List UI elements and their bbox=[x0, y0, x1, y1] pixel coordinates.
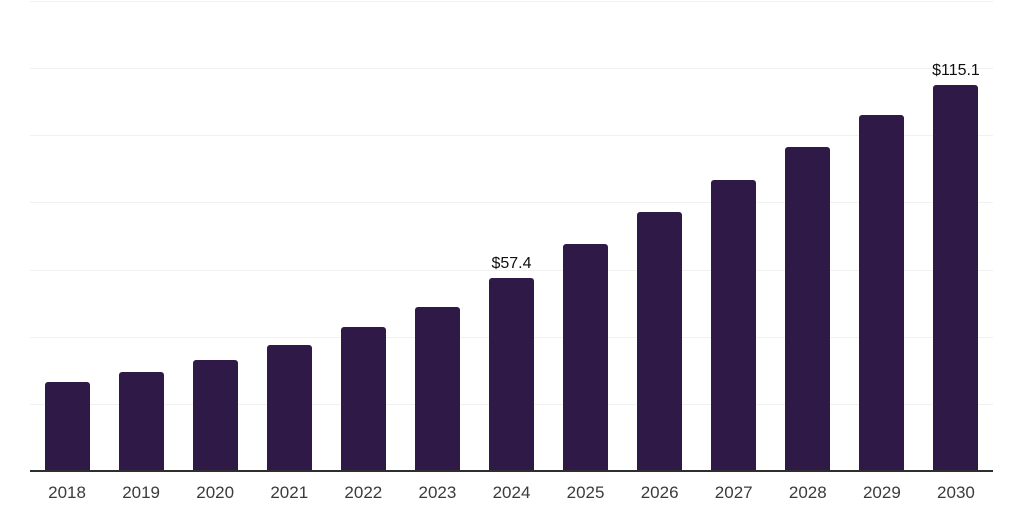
x-tick-label-2027: 2027 bbox=[714, 483, 753, 502]
x-tick-label-2020: 2020 bbox=[196, 483, 235, 502]
plot-area: $57.4 $115.1 bbox=[30, 0, 993, 472]
bar-2030 bbox=[933, 84, 979, 471]
bar-2018 bbox=[44, 382, 90, 471]
bar-2028 bbox=[785, 146, 831, 471]
x-tick-label-2021: 2021 bbox=[270, 483, 309, 502]
gridline bbox=[30, 1, 993, 2]
gridline bbox=[30, 202, 993, 204]
bar-2027 bbox=[711, 179, 757, 471]
gridline bbox=[30, 269, 993, 271]
data-label-2024: $57.4 bbox=[491, 255, 532, 273]
bar-2021 bbox=[266, 345, 312, 471]
bar-2020 bbox=[192, 360, 238, 471]
x-axis-labels: 2018 2019 2020 2021 2022 2023 2024 2025 2026 2027… bbox=[30, 472, 993, 512]
x-tick-label-2028: 2028 bbox=[788, 483, 827, 502]
bar-2023 bbox=[414, 306, 460, 471]
x-tick-label-2018: 2018 bbox=[48, 483, 86, 502]
x-tick-label-2024: 2024 bbox=[492, 483, 531, 502]
x-tick-label-2029: 2029 bbox=[862, 483, 901, 502]
x-tick-label-2026: 2026 bbox=[640, 483, 679, 502]
x-tick-label-2023: 2023 bbox=[418, 483, 457, 502]
bar-2019 bbox=[118, 372, 164, 471]
gridline bbox=[30, 68, 993, 70]
x-tick-label-2022: 2022 bbox=[344, 483, 383, 502]
x-tick-label-2025: 2025 bbox=[566, 483, 605, 502]
bar-2026 bbox=[637, 211, 683, 471]
bar-2029 bbox=[859, 114, 905, 471]
gridline bbox=[30, 135, 993, 137]
bar-2024 bbox=[489, 278, 534, 471]
data-label-2030: $115.1 bbox=[932, 61, 980, 79]
bar-2025 bbox=[563, 244, 609, 471]
bar-2022 bbox=[340, 327, 386, 471]
x-tick-label-2030: 2030 bbox=[937, 483, 975, 502]
x-axis-line bbox=[30, 470, 993, 472]
x-tick-label-2019: 2019 bbox=[122, 483, 161, 502]
